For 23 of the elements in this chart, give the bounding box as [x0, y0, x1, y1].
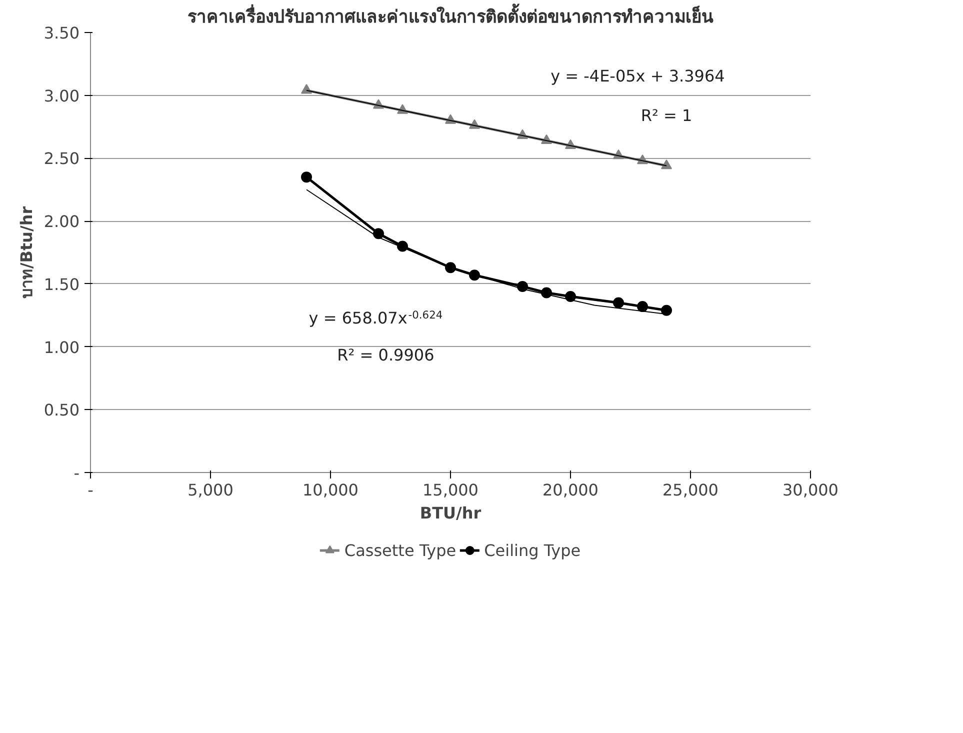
legend-label: Ceiling Type	[484, 540, 581, 560]
annotation: R² = 0.9906	[337, 346, 434, 365]
y-tick-label: -	[74, 464, 80, 482]
x-tick-label: 5,000	[188, 480, 234, 500]
y-tick-label: 1.50	[44, 274, 80, 294]
x-tick-label: -	[88, 480, 94, 500]
x-tick-label: 15,000	[422, 480, 478, 500]
y-tick-label: 2.00	[44, 212, 80, 232]
chart-title: ราคาเครื่องปรับอากาศและค่าแรงในการติดตั้งต่อขนาดการทำความเย็น	[188, 4, 714, 28]
x-tick-label: 10,000	[302, 480, 358, 500]
y-tick-label: 1.00	[44, 338, 80, 357]
x-tick-label: 20,000	[542, 480, 598, 500]
x-tick-label: 25,000	[662, 480, 718, 500]
y-tick-label: 0.50	[44, 400, 80, 420]
annotation: y = -4E-05x + 3.3964	[550, 66, 725, 86]
y-tick-label: 3.00	[44, 86, 80, 106]
y-axis-title: บาท/Btu/hr	[16, 206, 36, 299]
legend-label: Cassette Type	[344, 540, 456, 560]
annotation: R² = 1	[640, 106, 692, 125]
x-tick-label: 30,000	[782, 480, 838, 500]
y-tick-label: 3.50	[44, 24, 80, 42]
y-tick-label: 2.50	[44, 149, 80, 168]
x-axis-title: BTU/hr	[420, 504, 482, 522]
